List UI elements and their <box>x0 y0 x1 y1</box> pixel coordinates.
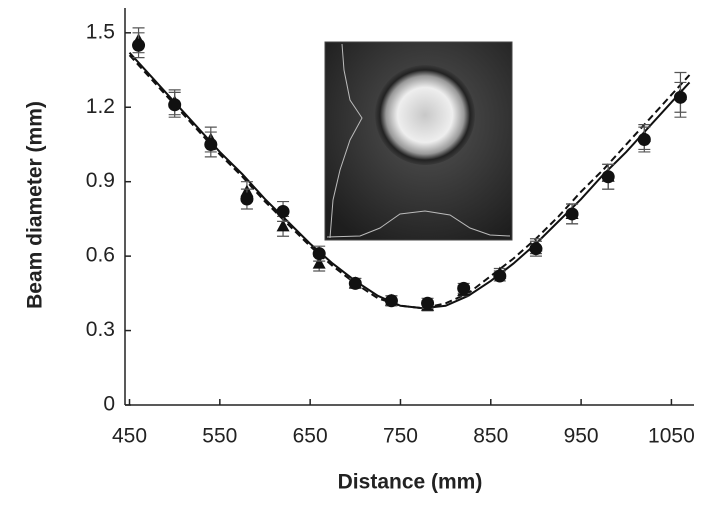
data-point <box>312 247 326 261</box>
fit-curve <box>128 51 691 310</box>
x-tick-label: 1050 <box>648 425 695 448</box>
data-point <box>348 276 362 290</box>
data-point <box>384 294 398 308</box>
data-point <box>168 98 182 112</box>
data-point <box>637 133 651 147</box>
y-tick-label: 1.5 <box>86 20 115 43</box>
y-tick-label: 0.9 <box>86 169 115 192</box>
y-axis-title: Beam diameter (mm) <box>24 101 47 309</box>
fit-curve <box>128 54 691 310</box>
data-point <box>565 207 579 221</box>
y-tick-label: 0 <box>103 393 115 416</box>
x-axis-title: Distance (mm) <box>338 471 483 494</box>
x-tick-label: 450 <box>112 425 147 448</box>
data-point <box>276 204 290 218</box>
data-point <box>673 90 687 104</box>
data-point <box>132 38 146 52</box>
data-point <box>240 192 254 206</box>
data-point <box>529 242 543 256</box>
x-tick-label: 650 <box>293 425 328 448</box>
data-point <box>276 219 290 232</box>
data-point <box>601 170 615 184</box>
data-point <box>204 137 218 151</box>
x-tick-label: 950 <box>564 425 599 448</box>
data-point <box>312 256 326 269</box>
y-tick-label: 0.3 <box>86 318 115 341</box>
data-point <box>457 281 471 295</box>
x-tick-label: 750 <box>383 425 418 448</box>
x-tick-label: 550 <box>202 425 237 448</box>
data-point <box>421 296 435 310</box>
x-tick-label: 850 <box>473 425 508 448</box>
data-point <box>493 269 507 283</box>
inset-image <box>324 41 513 241</box>
y-tick-label: 1.2 <box>86 95 115 118</box>
y-tick-label: 0.6 <box>86 244 115 267</box>
